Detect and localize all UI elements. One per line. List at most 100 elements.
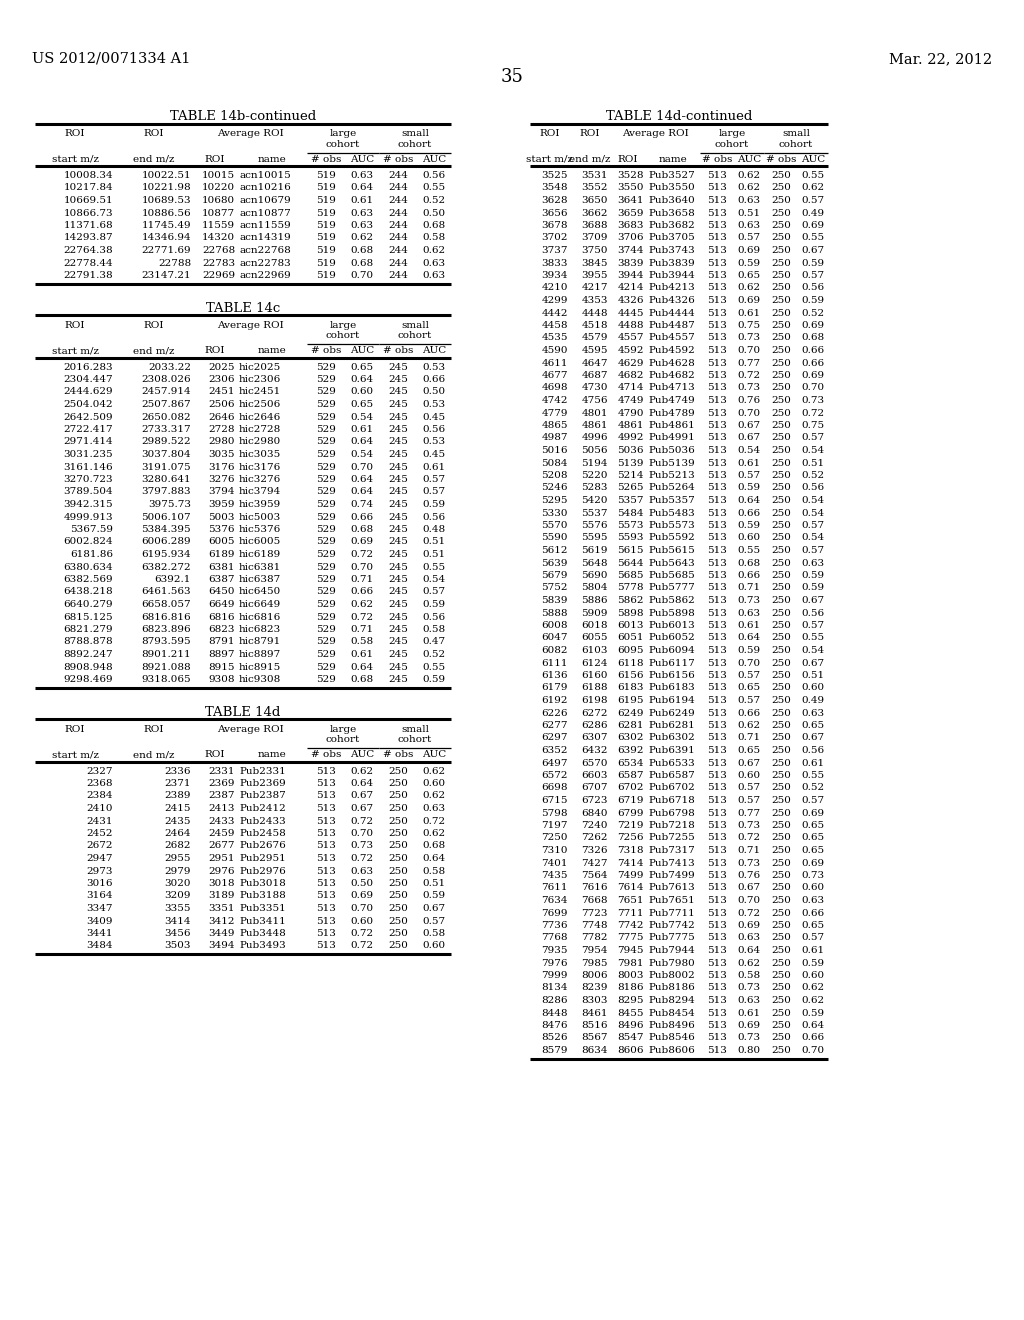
Text: 5888: 5888: [542, 609, 568, 618]
Text: 4999.913: 4999.913: [63, 512, 113, 521]
Text: 0.62: 0.62: [423, 246, 445, 255]
Text: 0.70: 0.70: [737, 896, 761, 906]
Text: 5537: 5537: [582, 508, 608, 517]
Text: # obs: # obs: [311, 346, 341, 355]
Text: start m/z: start m/z: [51, 750, 98, 759]
Text: 5330: 5330: [542, 508, 568, 517]
Text: 2444.629: 2444.629: [63, 388, 113, 396]
Text: 7634: 7634: [542, 896, 568, 906]
Text: 250: 250: [771, 684, 791, 693]
Text: 3189: 3189: [209, 891, 234, 900]
Text: 513: 513: [707, 384, 727, 392]
Text: 22768: 22768: [202, 246, 234, 255]
Text: 0.75: 0.75: [802, 421, 824, 430]
Text: 6380.634: 6380.634: [63, 562, 113, 572]
Text: 6461.563: 6461.563: [141, 587, 191, 597]
Text: Pub5643: Pub5643: [648, 558, 694, 568]
Text: 6008: 6008: [542, 620, 568, 630]
Text: ROI: ROI: [143, 129, 164, 139]
Text: 8892.247: 8892.247: [63, 649, 113, 659]
Text: 0.65: 0.65: [737, 271, 761, 280]
Text: 3934: 3934: [542, 271, 568, 280]
Text: 5886: 5886: [582, 597, 608, 605]
Text: 6392: 6392: [617, 746, 644, 755]
Text: 6823.896: 6823.896: [141, 624, 191, 634]
Text: 529: 529: [316, 412, 336, 421]
Text: 250: 250: [388, 941, 408, 950]
Text: 8003: 8003: [617, 972, 644, 979]
Text: Pub6533: Pub6533: [648, 759, 694, 767]
Text: 0.57: 0.57: [802, 796, 824, 805]
Text: Pub8496: Pub8496: [648, 1020, 694, 1030]
Text: 0.66: 0.66: [423, 375, 445, 384]
Text: 0.57: 0.57: [737, 471, 761, 480]
Text: 6450: 6450: [209, 587, 234, 597]
Text: 0.59: 0.59: [423, 675, 445, 684]
Text: end m/z: end m/z: [133, 750, 175, 759]
Text: 250: 250: [771, 1008, 791, 1018]
Text: 0.53: 0.53: [423, 363, 445, 371]
Text: 0.67: 0.67: [802, 659, 824, 668]
Text: 0.70: 0.70: [737, 408, 761, 417]
Text: 513: 513: [707, 271, 727, 280]
Text: 7954: 7954: [582, 946, 608, 954]
Text: 245: 245: [388, 412, 408, 421]
Text: 6136: 6136: [542, 671, 568, 680]
Text: 6640.279: 6640.279: [63, 601, 113, 609]
Text: 3270.723: 3270.723: [63, 475, 113, 484]
Text: 529: 529: [316, 400, 336, 409]
Text: Pub3448: Pub3448: [239, 929, 286, 939]
Text: AUC: AUC: [350, 750, 374, 759]
Text: 245: 245: [388, 450, 408, 459]
Text: 3355: 3355: [165, 904, 191, 913]
Text: 6302: 6302: [617, 734, 644, 742]
Text: # obs: # obs: [383, 750, 414, 759]
Text: 250: 250: [771, 334, 791, 342]
Text: 5570: 5570: [542, 521, 568, 531]
Text: 2507.867: 2507.867: [141, 400, 191, 409]
Text: 529: 529: [316, 487, 336, 496]
Text: 513: 513: [707, 458, 727, 467]
Text: hic2025: hic2025: [239, 363, 282, 371]
Text: 5778: 5778: [617, 583, 644, 593]
Text: 8908.948: 8908.948: [63, 663, 113, 672]
Text: 2327: 2327: [86, 767, 113, 776]
Text: Average ROI: Average ROI: [217, 725, 284, 734]
Text: Average ROI: Average ROI: [217, 129, 284, 139]
Text: start m/z: start m/z: [526, 154, 573, 164]
Text: 0.62: 0.62: [350, 601, 374, 609]
Text: 5367.59: 5367.59: [70, 525, 113, 535]
Text: 0.73: 0.73: [350, 842, 374, 850]
Text: 5648: 5648: [582, 558, 608, 568]
Text: 3035: 3035: [209, 450, 234, 459]
Text: 245: 245: [388, 425, 408, 434]
Text: 4442: 4442: [542, 309, 568, 318]
Text: 2451: 2451: [209, 388, 234, 396]
Text: 513: 513: [707, 471, 727, 480]
Text: 250: 250: [771, 209, 791, 218]
Text: 8921.088: 8921.088: [141, 663, 191, 672]
Text: 250: 250: [388, 829, 408, 838]
Text: 7414: 7414: [617, 858, 644, 867]
Text: 0.57: 0.57: [802, 521, 824, 531]
Text: hic2506: hic2506: [239, 400, 282, 409]
Text: 244: 244: [388, 209, 408, 218]
Text: 0.75: 0.75: [737, 321, 761, 330]
Text: 513: 513: [707, 645, 727, 655]
Text: AUC: AUC: [737, 154, 761, 164]
Text: 513: 513: [707, 496, 727, 506]
Text: small
cohort: small cohort: [779, 129, 813, 149]
Text: 250: 250: [388, 866, 408, 875]
Text: 513: 513: [707, 583, 727, 593]
Text: Pub3743: Pub3743: [648, 246, 694, 255]
Text: 245: 245: [388, 537, 408, 546]
Text: 2955: 2955: [165, 854, 191, 863]
Text: 2304.447: 2304.447: [63, 375, 113, 384]
Text: 513: 513: [707, 721, 727, 730]
Text: 8134: 8134: [542, 983, 568, 993]
Text: 0.71: 0.71: [350, 624, 374, 634]
Text: 4210: 4210: [542, 284, 568, 293]
Text: 250: 250: [771, 858, 791, 867]
Text: 0.58: 0.58: [423, 929, 445, 939]
Text: 2951: 2951: [209, 854, 234, 863]
